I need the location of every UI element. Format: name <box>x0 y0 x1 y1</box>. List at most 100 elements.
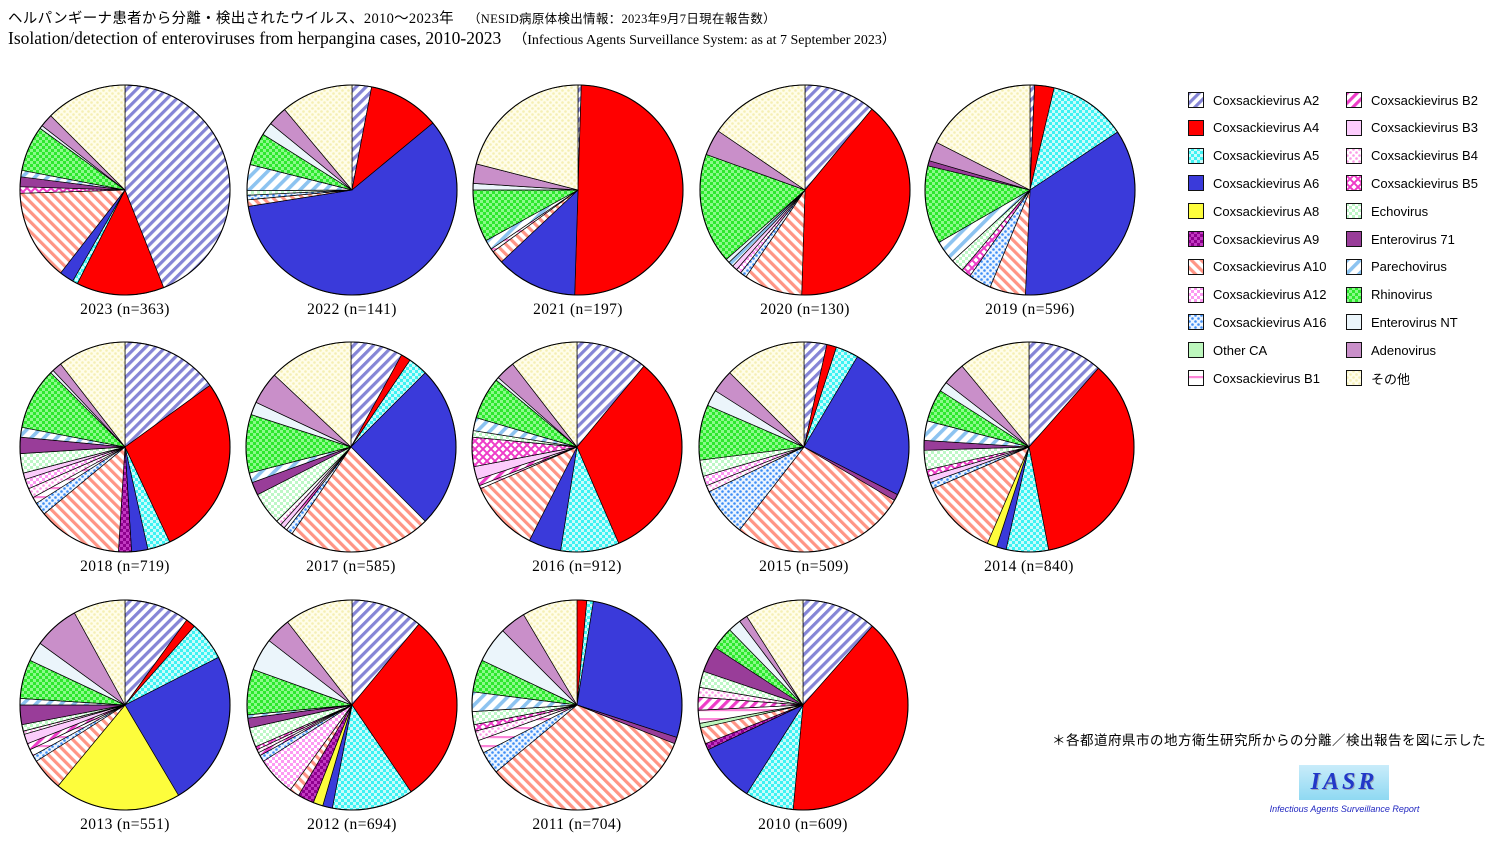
pie-svg-2020 <box>699 84 911 296</box>
legend-label-nt: Enterovirus NT <box>1371 314 1458 330</box>
pie-caption-2012: 2012 (n=694) <box>307 816 397 833</box>
pie-svg-2011 <box>471 599 683 811</box>
pie-2010: 2010 (n=609) <box>693 595 913 834</box>
legend-item-a4: Coxsackievirus A4 <box>1188 118 1319 138</box>
legend-label-a8: Coxsackievirus A8 <box>1213 203 1320 219</box>
pie-caption-2018: 2018 (n=719) <box>80 558 170 575</box>
pie-2023: 2023 (n=363) <box>15 80 235 319</box>
pie-svg-2018 <box>19 341 231 553</box>
title-japanese-note: （NESID病原体検出情報：2023年9月7日現在報告数） <box>467 12 776 26</box>
legend-swatch-a8 <box>1188 203 1204 220</box>
legend-item-a2: Coxsackievirus A2 <box>1188 90 1319 110</box>
legend-swatch-parecho <box>1346 258 1362 275</box>
legend-item-a5: Coxsackievirus A5 <box>1188 146 1319 166</box>
pie-svg-2021 <box>472 84 684 296</box>
legend-label-a12: Coxsackievirus A12 <box>1213 287 1327 303</box>
legend: Coxsackievirus A2 Coxsackievirus A4 Coxsac… <box>1188 90 1488 400</box>
pie-svg-2017 <box>245 341 457 553</box>
legend-label-a16: Coxsackievirus A16 <box>1213 314 1327 330</box>
pie-2018: 2018 (n=719) <box>15 337 235 576</box>
legend-item-parecho: Parechovirus <box>1346 257 1447 277</box>
pie-2011: 2011 (n=704) <box>467 595 687 834</box>
slice-2021-a4 <box>574 84 684 296</box>
legend-label-b4: Coxsackievirus B4 <box>1371 148 1478 164</box>
pie-caption-2022: 2022 (n=141) <box>307 301 397 318</box>
pie-2014: 2014 (n=840) <box>919 337 1139 576</box>
pie-2015: 2015 (n=509) <box>694 337 914 576</box>
legend-label-otherca: Other CA <box>1213 342 1268 358</box>
pie-svg-2014 <box>923 341 1135 553</box>
legend-item-a9: Coxsackievirus A9 <box>1188 229 1319 249</box>
legend-label-b3: Coxsackievirus B3 <box>1371 120 1478 136</box>
legend-item-b1: Coxsackievirus B1 <box>1188 368 1320 388</box>
legend-label-adeno: Adenovirus <box>1371 342 1437 358</box>
pie-caption-2019: 2019 (n=596) <box>985 301 1075 318</box>
pie-svg-2015 <box>698 341 910 553</box>
pie-caption-2017: 2017 (n=585) <box>306 558 396 575</box>
legend-swatch-a6 <box>1188 175 1204 192</box>
pie-caption-2016: 2016 (n=912) <box>532 558 622 575</box>
pie-svg-2013 <box>19 599 231 811</box>
legend-item-otherca: Other CA <box>1188 340 1267 360</box>
legend-item-a12: Coxsackievirus A12 <box>1188 285 1326 305</box>
pie-2013: 2013 (n=551) <box>15 595 235 834</box>
title-english: Isolation/detection of enteroviruses fro… <box>8 28 896 49</box>
legend-label-a6: Coxsackievirus A6 <box>1213 175 1320 191</box>
pie-caption-2015: 2015 (n=509) <box>759 558 849 575</box>
legend-item-b2: Coxsackievirus B2 <box>1346 90 1478 110</box>
legend-swatch-sonota <box>1346 370 1362 386</box>
legend-item-nt: Enterovirus NT <box>1346 312 1458 332</box>
legend-label-ev71: Enterovirus 71 <box>1371 231 1455 247</box>
title-japanese-main: ヘルパンギーナ患者から分離・検出されたウイルス、2010〜2023年 <box>8 11 454 27</box>
legend-label-rhino: Rhinovirus <box>1371 287 1433 303</box>
legend-swatch-b5 <box>1346 175 1362 192</box>
legend-swatch-a5 <box>1188 147 1204 164</box>
legend-label-b1: Coxsackievirus B1 <box>1213 370 1320 386</box>
iasr-logo-text: IASR <box>1310 769 1378 795</box>
legend-swatch-otherca <box>1188 342 1204 359</box>
legend-item-a10: Coxsackievirus A10 <box>1188 257 1326 277</box>
legend-label-b2: Coxsackievirus B2 <box>1371 92 1478 108</box>
title-english-note: （Infectious Agents Surveillance System: … <box>513 33 896 48</box>
legend-item-a8: Coxsackievirus A8 <box>1188 201 1319 221</box>
legend-swatch-a16 <box>1188 314 1204 331</box>
legend-label-sonota: その他 <box>1371 371 1411 387</box>
pie-2019: 2019 (n=596) <box>920 80 1140 319</box>
pie-svg-2019 <box>924 84 1136 296</box>
legend-item-a6: Coxsackievirus A6 <box>1188 173 1319 193</box>
pie-2022: 2022 (n=141) <box>242 80 462 319</box>
iasr-logo-subtitle: Infectious Agents Surveillance Report <box>1269 804 1420 814</box>
legend-item-adeno: Adenovirus <box>1346 340 1436 360</box>
legend-swatch-a4 <box>1188 119 1204 136</box>
pie-svg-2022 <box>246 84 458 296</box>
pie-2021: 2021 (n=197) <box>468 80 688 319</box>
pie-2012: 2012 (n=694) <box>242 595 462 834</box>
legend-swatch-adeno <box>1346 342 1362 359</box>
legend-item-b3: Coxsackievirus B3 <box>1346 118 1478 138</box>
pie-caption-2023: 2023 (n=363) <box>80 301 170 318</box>
pie-caption-2020: 2020 (n=130) <box>760 301 850 318</box>
pie-caption-2010: 2010 (n=609) <box>758 816 848 833</box>
pie-caption-2013: 2013 (n=551) <box>80 816 170 833</box>
pie-caption-2014: 2014 (n=840) <box>984 558 1074 575</box>
legend-label-b5: Coxsackievirus B5 <box>1371 175 1478 191</box>
legend-swatch-ev71 <box>1346 231 1362 247</box>
pie-svg-2012 <box>246 599 458 811</box>
legend-label-a5: Coxsackievirus A5 <box>1213 148 1320 164</box>
title-english-main: Isolation/detection of enteroviruses fro… <box>8 28 502 48</box>
legend-label-a9: Coxsackievirus A9 <box>1213 231 1320 247</box>
legend-swatch-a9 <box>1188 231 1204 247</box>
legend-label-echo: Echovirus <box>1371 203 1429 219</box>
legend-label-a4: Coxsackievirus A4 <box>1213 120 1320 136</box>
legend-swatch-a2 <box>1188 92 1204 108</box>
legend-swatch-rhino <box>1346 286 1362 303</box>
iasr-logo: IASR <box>1299 765 1389 800</box>
pie-svg-2010 <box>697 599 909 811</box>
pie-caption-2021: 2021 (n=197) <box>533 301 623 318</box>
pie-2017: 2017 (n=585) <box>241 337 461 576</box>
title-japanese: ヘルパンギーナ患者から分離・検出されたウイルス、2010〜2023年 （NESID… <box>8 7 776 28</box>
legend-item-ev71: Enterovirus 71 <box>1346 229 1455 249</box>
footnote: ＊各都道府県市の地方衛生研究所からの分離／検出報告を図に示した <box>1052 733 1486 748</box>
legend-swatch-b2 <box>1346 92 1362 108</box>
